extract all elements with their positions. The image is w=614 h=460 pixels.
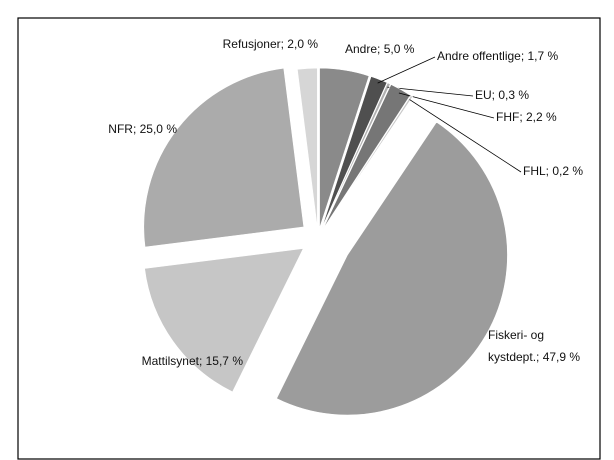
pie-slice <box>143 67 305 248</box>
pie-slice <box>296 67 318 229</box>
slice-label-line: Fiskeri- og <box>488 328 544 342</box>
slice-label-line: FHF; 2,2 % <box>496 110 557 124</box>
pie-slice <box>144 248 304 393</box>
slice-label: Mattilsynet; 15,7 % <box>142 354 244 368</box>
leader-line <box>377 56 436 84</box>
slice-label: FHL; 0,2 % <box>523 164 583 178</box>
slice-label: Fiskeri- og kystdept.; 47,9 % <box>488 328 580 364</box>
slice-label: EU; 0,3 % <box>475 88 529 102</box>
slice-label-line: FHL; 0,2 % <box>523 164 583 178</box>
slice-label: NFR; 25,0 % <box>108 122 177 136</box>
pie-slice <box>321 82 391 230</box>
slice-label: Refusjoner; 2,0 % <box>223 37 319 51</box>
slice-label-line: EU; 0,3 % <box>475 88 529 102</box>
slice-label: Andre offentlige; 1,7 % <box>437 49 559 63</box>
pie-slice <box>323 95 414 230</box>
pie-slice <box>319 67 370 229</box>
slice-label-line: Andre; 5,0 % <box>345 42 415 56</box>
slice-label-line: Andre offentlige; 1,7 % <box>437 49 559 63</box>
slice-label-line: Refusjoner; 2,0 % <box>223 37 319 51</box>
slice-label-line: kystdept.; 47,9 % <box>488 350 580 364</box>
slice-label-line: Mattilsynet; 15,7 % <box>142 354 244 368</box>
leader-line <box>387 86 474 97</box>
pie-slice <box>321 76 388 229</box>
pie-slice <box>276 121 508 416</box>
leader-line <box>398 92 495 119</box>
slice-label-line: NFR; 25,0 % <box>108 122 177 136</box>
leader-line <box>409 99 522 173</box>
slice-label: Andre; 5,0 % <box>345 42 415 56</box>
slice-label: FHF; 2,2 % <box>496 110 557 124</box>
pie-slice <box>322 84 411 230</box>
